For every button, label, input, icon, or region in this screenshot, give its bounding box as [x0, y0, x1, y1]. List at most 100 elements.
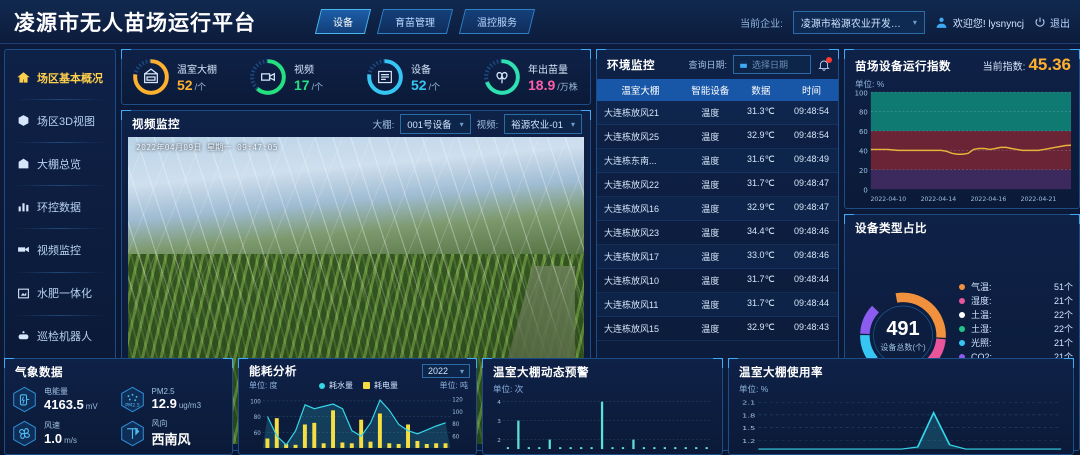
logout-label: 退出 — [1050, 18, 1070, 30]
svg-text:2: 2 — [497, 438, 501, 444]
kpi-device: 设备 52/个 — [356, 58, 473, 96]
nav-button-device[interactable]: 设备 — [314, 9, 372, 34]
nav-button-seedling-management[interactable]: 育苗管理 — [376, 9, 454, 34]
legend-value: 51个 — [1053, 282, 1073, 292]
header-nav: 设备 育苗管理 温控服务 — [314, 9, 536, 34]
kpi-ring — [483, 58, 521, 96]
env-column: 环境监控 查询日期: 选择日期 温室大棚 智能设备 数据 时间 — [596, 49, 839, 451]
robot-icon — [18, 330, 29, 339]
table-cell: 31.3℃ — [747, 106, 775, 116]
table-row[interactable]: 大连栋放风17 温度 33.0℃ 09:48:46 — [597, 245, 838, 269]
svg-text:2022-04-14: 2022-04-14 — [921, 196, 957, 203]
legend-label: 土温: — [971, 310, 992, 320]
table-cell: 31.7℃ — [747, 274, 775, 284]
sidebar-item-video[interactable]: 视频监控 — [5, 228, 115, 271]
table-cell: 温度 — [701, 132, 720, 142]
date-picker[interactable]: 选择日期 — [733, 55, 811, 74]
legend-label: 光照: — [971, 338, 992, 348]
legend-electricity[interactable]: 耗电量 — [363, 380, 398, 391]
chart-icon — [18, 203, 29, 212]
list-icon — [378, 70, 392, 84]
svg-text:80: 80 — [452, 422, 459, 428]
camera-select[interactable]: 裕源农业-01 ▾ — [504, 114, 582, 134]
table-row[interactable]: 大连栋放风10 温度 31.7℃ 09:48:44 — [597, 269, 838, 293]
column-header-device: 智能设备 — [691, 86, 730, 97]
sidebar-item-robot[interactable]: 巡检机器人 — [5, 314, 115, 358]
nav-label: 设备 — [333, 18, 353, 29]
table-row[interactable]: 大连栋放风22 温度 31.7℃ 09:48:47 — [597, 173, 838, 197]
legend-label: 耗电量 — [374, 381, 398, 390]
year-select[interactable]: 2022 ▾ — [421, 364, 470, 378]
index-panel-title: 苗场设备运行指数 — [855, 61, 951, 73]
kpi-greenhouse: 温室大棚 52/个 — [122, 58, 239, 96]
table-row[interactable]: 大连栋东南... 温度 31.6℃ 09:48:49 — [597, 149, 838, 173]
svg-text:20: 20 — [859, 166, 868, 175]
legend-item[interactable]: CO2: 21个 — [959, 350, 1073, 363]
legend-item[interactable]: 土湿: 22个 — [959, 322, 1073, 335]
weather-icon-wrap — [11, 420, 38, 447]
nav-button-temperature-service[interactable]: 温控服务 — [458, 9, 536, 34]
weather-icon-wrap — [11, 386, 38, 413]
energy-meta: 单位: 度 耗水量 耗电量 单位: 吨 — [239, 379, 476, 391]
table-row[interactable]: 大连栋放风15 温度 32.9℃ 09:48:43 — [597, 317, 838, 341]
legend-water[interactable]: 耗水量 — [319, 380, 353, 391]
video-controls: 大棚: 001号设备 ▾ 视频: 裕源农业-01 ▾ — [373, 114, 582, 134]
legend-item[interactable]: 气温: 51个 — [959, 280, 1073, 293]
kpi-ring — [132, 58, 170, 96]
column-header-greenhouse: 温室大棚 — [621, 86, 660, 97]
sidebar-item-env-data[interactable]: 环控数据 — [5, 185, 115, 228]
chevron-down-icon: ▾ — [912, 17, 917, 27]
sidebar-item-3dview[interactable]: 场区3D视图 — [5, 99, 115, 142]
table-cell: 温度 — [701, 204, 720, 214]
table-row[interactable]: 大连栋放风23 温度 34.4℃ 09:48:46 — [597, 221, 838, 245]
sidebar-item-greenhouse-overview[interactable]: 大棚总览 — [5, 142, 115, 185]
sidebar-item-overview[interactable]: 场区基本概况 — [5, 56, 115, 99]
notification-bell-button[interactable] — [817, 56, 832, 72]
svg-text:120: 120 — [452, 398, 463, 404]
table-row[interactable]: 大连栋放风11 温度 31.7℃ 09:48:44 — [597, 293, 838, 317]
device-running-index-panel: 苗场设备运行指数 当前指数: 45.36 单位: % 0 20 40 60 80 100 20… — [844, 49, 1080, 209]
weather-cell-pm25: PM2.5 PM2.5 12.9 ug/m3 — [119, 382, 227, 416]
kpi-label: 设备 — [411, 65, 431, 76]
greenhouse-alarm-panel: 温室大棚动态预警 单位: 次 2 3 4 — [482, 358, 723, 455]
energy-unit-right: 单位: 吨 — [439, 381, 468, 390]
table-row[interactable]: 大连栋放风21 温度 31.3℃ 09:48:54 — [597, 101, 838, 125]
table-row[interactable]: 大连栋放风25 温度 32.9℃ 09:48:54 — [597, 125, 838, 149]
logout-button[interactable]: 退出 — [1034, 15, 1070, 30]
table-cell: 大连栋放风16 — [604, 204, 660, 214]
kpi-label: 温室大棚 — [177, 65, 217, 76]
camera-icon — [261, 72, 275, 82]
legend-item[interactable]: 土温: 22个 — [959, 308, 1073, 321]
svg-text:60: 60 — [859, 127, 868, 136]
svg-text:80: 80 — [859, 107, 868, 116]
table-row[interactable]: 大连栋放风16 温度 32.9℃ 09:48:47 — [597, 197, 838, 221]
weather-label: 电能量 — [44, 387, 68, 396]
table-cell: 09:48:47 — [793, 178, 829, 188]
alarm-panel-title: 温室大棚动态预警 — [493, 367, 589, 379]
energy-header: 能耗分析 2022 ▾ — [239, 359, 476, 379]
camera-select-value: 裕源农业-01 — [511, 120, 563, 131]
table-cell: 33.0℃ — [747, 250, 775, 260]
legend-dot — [959, 297, 965, 304]
power-icon — [1035, 17, 1045, 27]
table-cell: 09:48:54 — [793, 130, 829, 140]
enterprise-select[interactable]: 凌源市裕源农业开发有限 ▾ — [792, 10, 925, 34]
donut-total: 491 — [886, 317, 920, 340]
greenhouse-select[interactable]: 001号设备 ▾ — [400, 114, 471, 134]
svg-text:0: 0 — [863, 185, 868, 194]
sidebar-item-irrigation[interactable]: 水肥一体化 — [5, 271, 115, 315]
legend-item[interactable]: 光照: 21个 — [959, 336, 1073, 349]
user-info[interactable]: 欢迎您! lysnyncj — [935, 15, 1024, 30]
sidebar-item-label: 环控数据 — [37, 201, 81, 214]
weather-value: 1.0 m/s — [44, 431, 77, 446]
legend-item[interactable]: 湿度: 21个 — [959, 294, 1073, 307]
weather-icon-wrap: PM2.5 — [119, 386, 146, 413]
table-cell: 32.9℃ — [747, 202, 775, 212]
table-cell: 大连栋放风22 — [604, 180, 660, 190]
svg-text:60: 60 — [254, 431, 261, 437]
weather-label: 风向 — [151, 419, 168, 428]
env-table-body[interactable]: 大连栋放风21 温度 31.3℃ 09:48:54 大连栋放风25 温度 32.9℃ 09:4… — [597, 101, 838, 450]
table-cell: 大连栋放风23 — [604, 228, 660, 238]
weather-cell-winddirection: 风向 西南风 — [119, 416, 227, 450]
